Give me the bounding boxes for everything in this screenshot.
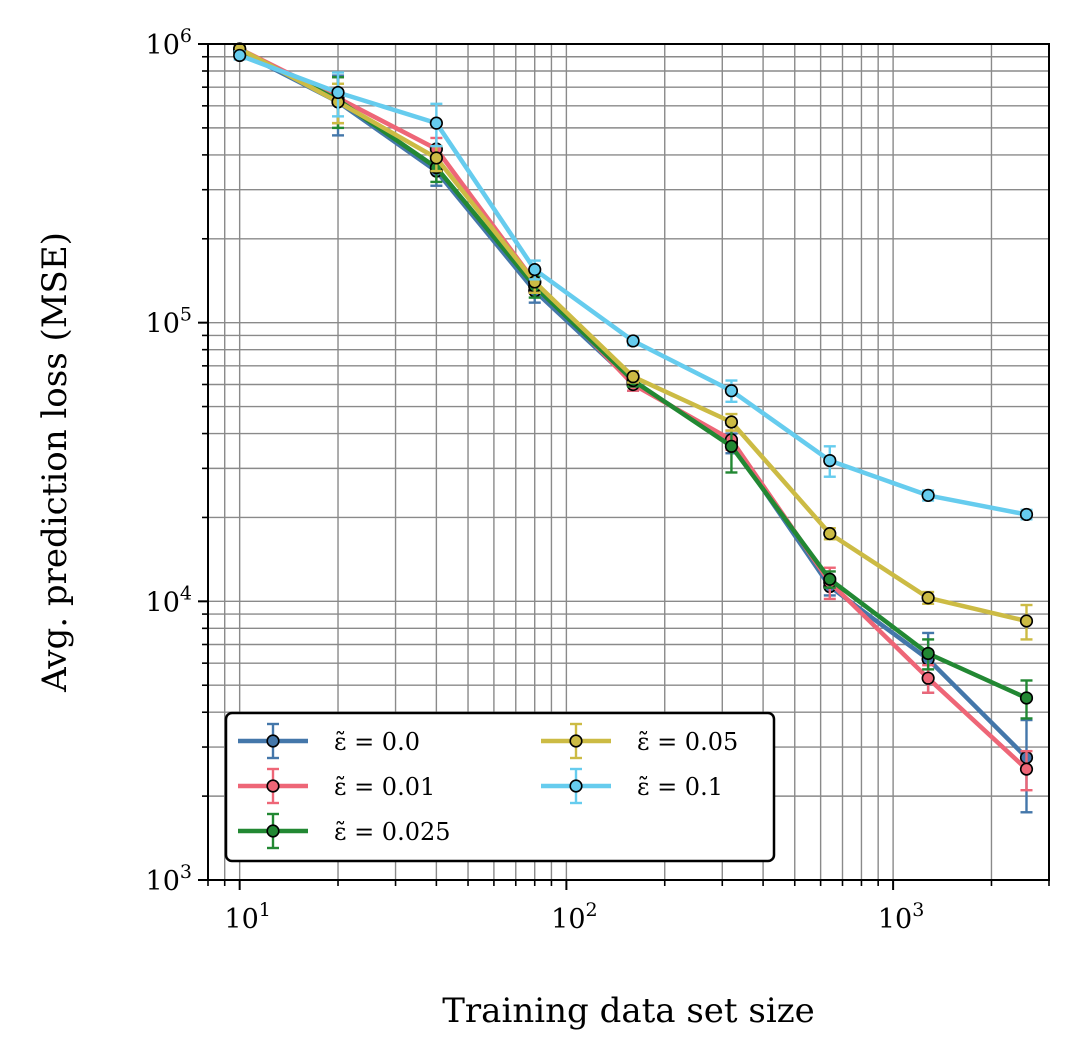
- data-point: [1019, 614, 1034, 628]
- data-point: [823, 527, 837, 541]
- series-line: [237, 46, 1029, 772]
- legend-marker: [569, 734, 583, 748]
- data-point: [1019, 762, 1034, 776]
- data-point: [823, 453, 837, 468]
- y-axis-label: Avg. prediction loss (MSE): [35, 232, 75, 693]
- legend-item-1: ε̃ = 0.01: [238, 767, 435, 805]
- legend-item-0: ε̃ = 0.0: [238, 722, 420, 760]
- series-line: [237, 49, 1029, 760]
- plot-frame: [207, 43, 1050, 881]
- data-point: [921, 488, 935, 502]
- legend-label: ε̃ = 0.025: [334, 818, 451, 846]
- data-point: [626, 370, 640, 384]
- data-point: [1019, 507, 1034, 522]
- legend-marker: [569, 779, 583, 793]
- x-tick-label: 102: [551, 899, 597, 935]
- series-0: [233, 44, 1034, 814]
- data-point: [724, 415, 739, 429]
- series-line: [237, 53, 1029, 517]
- y-tick-label: 104: [146, 582, 192, 618]
- data-point: [331, 85, 345, 100]
- legend-item-3: ε̃ = 0.05: [541, 722, 738, 760]
- y-tick-label: 105: [146, 304, 192, 340]
- x-tick-label: 101: [224, 899, 270, 935]
- legend-label: ε̃ = 0.01: [334, 773, 435, 801]
- series-group: [233, 42, 1034, 814]
- y-tick-label: 103: [146, 861, 192, 897]
- legend-marker: [266, 779, 280, 793]
- legend-item-4: ε̃ = 0.1: [541, 767, 723, 805]
- legend-item-2: ε̃ = 0.025: [238, 812, 451, 850]
- y-tick-label: 106: [146, 25, 192, 61]
- data-point: [429, 116, 443, 130]
- data-point: [823, 572, 837, 586]
- data-point: [724, 384, 739, 398]
- x-axis-label: Training data set size: [442, 991, 815, 1031]
- legend-marker: [266, 734, 280, 748]
- legend-label: ε̃ = 0.0: [334, 728, 420, 756]
- legend-label: ε̃ = 0.05: [637, 728, 738, 756]
- x-tick-label: 103: [878, 899, 924, 935]
- data-point: [921, 671, 935, 685]
- data-point: [233, 48, 247, 63]
- data-point: [429, 151, 443, 165]
- legend-label: ε̃ = 0.1: [637, 773, 723, 801]
- legend-marker: [266, 824, 280, 838]
- axis-ticks: 101 102 103 103 104 105 106: [146, 25, 1050, 935]
- data-point: [724, 439, 739, 453]
- data-point: [921, 591, 935, 605]
- data-point: [626, 334, 640, 348]
- legend-box: [224, 711, 776, 863]
- series-4: [233, 48, 1034, 522]
- legend: ε̃ = 0.0 ε̃ = 0.01 ε̃ = 0.025 ε̃ = 0.05 ε̃ =…: [224, 711, 776, 863]
- data-point: [528, 263, 542, 277]
- data-point: [921, 646, 935, 661]
- data-point: [1019, 691, 1034, 705]
